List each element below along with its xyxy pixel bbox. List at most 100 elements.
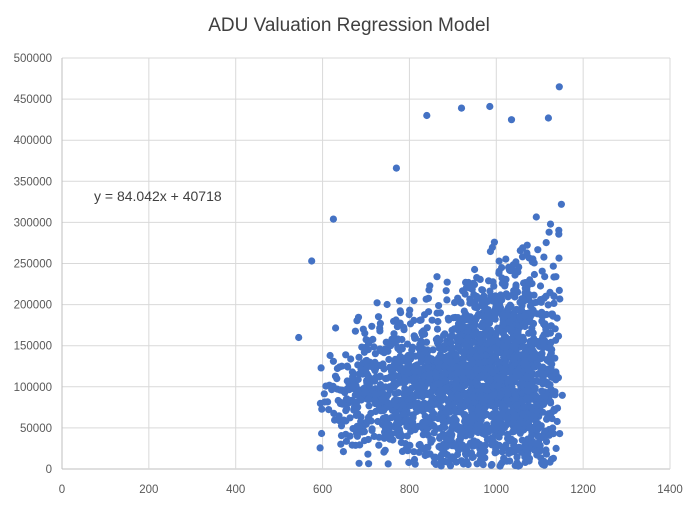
scatter-point — [475, 359, 483, 367]
y-tick-label: 0 — [46, 464, 52, 476]
scatter-point — [436, 433, 444, 441]
scatter-point — [477, 372, 485, 380]
scatter-point — [400, 410, 408, 418]
scatter-point — [481, 454, 489, 462]
scatter-point — [539, 338, 547, 346]
scatter-point — [371, 350, 379, 358]
scatter-point — [379, 395, 387, 403]
scatter-point — [464, 278, 473, 287]
scatter-point — [466, 284, 474, 292]
scatter-point — [337, 440, 345, 448]
scatter-point — [376, 319, 384, 327]
scatter-point — [342, 407, 350, 415]
scatter-point — [493, 374, 501, 382]
scatter-point — [544, 114, 553, 122]
scatter-point — [532, 401, 541, 409]
scatter-point — [510, 354, 518, 363]
scatter-point — [322, 382, 330, 390]
scatter-point — [521, 319, 529, 327]
scatter-point — [554, 332, 563, 340]
scatter-point — [421, 412, 429, 420]
scatter-point — [317, 364, 325, 372]
scatter-point — [411, 352, 419, 360]
scatter-point — [384, 460, 392, 468]
scatter-point — [443, 296, 451, 304]
scatter-point — [549, 262, 557, 270]
scatter-point — [346, 414, 354, 422]
scatter-point — [511, 339, 519, 347]
scatter-point — [519, 380, 527, 388]
scatter-point — [343, 362, 351, 370]
scatter-point — [507, 303, 515, 311]
scatter-point — [325, 406, 333, 414]
scatter-point — [520, 312, 529, 320]
chart-title: ADU Valuation Regression Model — [208, 15, 490, 36]
scatter-point — [546, 398, 555, 406]
x-tick-label: 1200 — [570, 484, 596, 496]
scatter-point — [464, 368, 472, 376]
y-tick-label: 350000 — [14, 176, 52, 188]
scatter-point — [533, 407, 541, 415]
scatter-point — [452, 380, 460, 388]
scatter-point — [418, 393, 426, 401]
scatter-point — [368, 426, 376, 434]
scatter-point — [540, 331, 548, 339]
scatter-point — [503, 311, 511, 319]
scatter-point — [502, 343, 510, 351]
scatter-point — [493, 347, 501, 355]
scatter-point — [509, 261, 517, 269]
scatter-point — [326, 351, 334, 360]
scatter-point — [320, 390, 328, 398]
scatter-point — [477, 416, 485, 424]
scatter-point — [453, 363, 461, 371]
scatter-point — [410, 297, 418, 305]
scatter-point — [396, 419, 404, 427]
scatter-point — [341, 389, 349, 397]
scatter-point — [417, 355, 425, 363]
scatter-point — [550, 299, 558, 307]
scatter-point — [489, 369, 497, 377]
scatter-point — [534, 246, 542, 254]
scatter-point — [468, 413, 476, 421]
scatter-point — [435, 389, 443, 397]
scatter-point — [525, 291, 533, 299]
scatter-point — [458, 442, 466, 450]
scatter-point — [535, 439, 543, 447]
scatter-point — [464, 334, 472, 342]
scatter-point — [447, 339, 455, 347]
scatter-point — [531, 353, 539, 361]
scatter-point — [501, 282, 509, 290]
scatter-point — [404, 358, 412, 366]
scatter-point — [354, 375, 362, 384]
scatter-point — [349, 369, 357, 377]
scatter-point — [376, 381, 385, 389]
scatter-point — [532, 213, 540, 221]
scatter-point — [487, 426, 495, 434]
scatter-point — [477, 448, 485, 456]
scatter-point — [355, 459, 363, 467]
scatter-point — [519, 410, 527, 418]
scatter-point — [405, 311, 413, 319]
scatter-point — [459, 359, 468, 367]
scatter-point — [469, 393, 477, 401]
scatter-point — [376, 327, 384, 335]
scatter-point — [339, 448, 347, 456]
scatter-point — [519, 244, 527, 252]
scatter-point — [474, 381, 483, 389]
scatter-point — [540, 253, 548, 261]
scatter-point — [361, 388, 370, 396]
scatter-point — [371, 390, 379, 399]
trendline-equation: y = 84.042x + 40718 — [94, 188, 222, 204]
scatter-point — [448, 431, 456, 439]
scatter-point — [528, 369, 536, 377]
scatter-point — [539, 408, 547, 416]
scatter-point — [462, 343, 470, 351]
scatter-point — [515, 371, 523, 379]
scatter-point — [522, 351, 530, 359]
scatter-point — [412, 400, 420, 408]
scatter-point — [443, 442, 451, 450]
scatter-point — [550, 273, 558, 281]
x-axis-ticks: 0 200 400 600 800 1000 1200 1400 — [59, 484, 683, 496]
scatter-point — [451, 441, 459, 449]
